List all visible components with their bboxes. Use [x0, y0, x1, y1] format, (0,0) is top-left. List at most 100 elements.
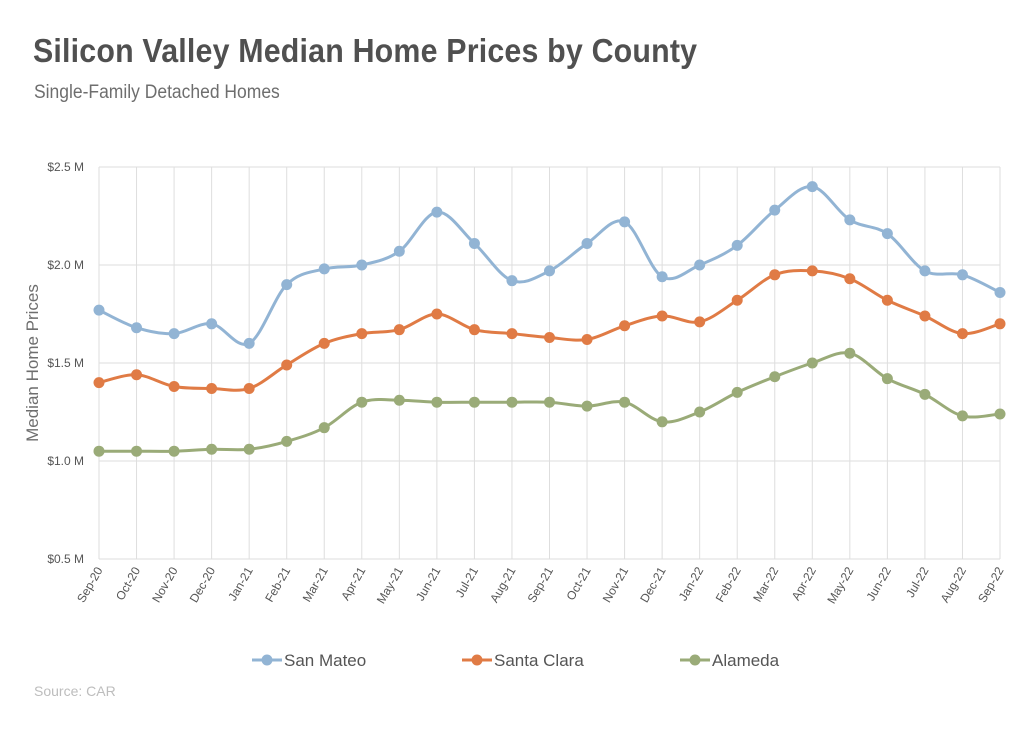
x-tick-label: Oct-20 [113, 564, 143, 602]
series-alameda [93, 347, 1006, 457]
legend-label: Alameda [712, 651, 780, 670]
data-point [206, 318, 218, 330]
data-point [281, 279, 293, 291]
x-tick-label: Jul-22 [903, 564, 932, 600]
chart-subtitle: Single-Family Detached Homes [34, 82, 280, 103]
data-point [994, 286, 1006, 298]
data-point [243, 382, 255, 394]
data-point [769, 371, 781, 383]
x-tick-label: Nov-21 [600, 564, 632, 605]
source-note: Source: CAR [34, 683, 116, 699]
legend-item: Santa Clara [462, 651, 584, 670]
data-point [281, 435, 293, 447]
y-tick-label: $1.5 M [47, 356, 84, 370]
x-tick-label: Sep-20 [74, 564, 106, 605]
x-tick-label: Dec-21 [637, 564, 669, 605]
grid [98, 166, 1001, 560]
data-point [844, 273, 856, 285]
data-point [168, 328, 180, 340]
data-point [506, 275, 518, 287]
data-point [619, 396, 631, 408]
data-point [93, 304, 105, 316]
x-tick-label: Dec-20 [187, 564, 219, 605]
data-point [93, 377, 105, 389]
data-point [881, 294, 893, 306]
data-point [656, 416, 668, 428]
data-point [731, 239, 743, 251]
data-point [806, 265, 818, 277]
data-point [769, 269, 781, 281]
y-tick-label: $2.0 M [47, 258, 84, 272]
chart-title: Silicon Valley Median Home Prices by Cou… [33, 32, 698, 69]
legend-label: San Mateo [284, 651, 366, 670]
x-tick-label: Jul-21 [453, 564, 482, 600]
data-point [356, 259, 368, 271]
data-point [919, 265, 931, 277]
x-tick-label: Apr-21 [338, 564, 368, 602]
data-point [468, 396, 480, 408]
x-tick-label: Jun-22 [863, 564, 894, 603]
data-point [393, 324, 405, 336]
data-point [431, 396, 443, 408]
data-point [431, 206, 443, 218]
data-point [131, 445, 143, 457]
data-point [581, 333, 593, 345]
data-point [393, 394, 405, 406]
data-point [919, 388, 931, 400]
data-point [956, 410, 968, 422]
x-tick-label: Sep-21 [525, 564, 557, 605]
y-tick-label: $0.5 M [47, 552, 84, 566]
legend-item: San Mateo [252, 651, 366, 670]
data-point [468, 237, 480, 249]
data-point [318, 422, 330, 434]
data-point [393, 245, 405, 257]
series-group [93, 181, 1006, 457]
data-point [844, 214, 856, 226]
x-tick-label: Jun-21 [413, 564, 444, 603]
x-tick-label: May-21 [374, 564, 406, 606]
data-point [656, 271, 668, 283]
data-point [281, 359, 293, 371]
data-point [243, 337, 255, 349]
data-point [994, 318, 1006, 330]
data-point [544, 332, 555, 344]
data-point [619, 216, 631, 228]
x-tick-label: Nov-20 [149, 564, 181, 605]
data-point [694, 259, 706, 271]
data-point [806, 181, 818, 193]
series-san-mateo [93, 181, 1006, 349]
data-point [844, 347, 856, 359]
data-point [544, 265, 555, 277]
data-point [168, 381, 180, 393]
data-point [731, 294, 743, 306]
y-tick-label: $1.0 M [47, 454, 84, 468]
x-tick-label: Aug-21 [487, 564, 519, 605]
y-axis-label: Median Home Prices [23, 284, 42, 442]
data-point [243, 443, 255, 455]
data-point [544, 396, 555, 408]
data-point [769, 204, 781, 216]
x-tick-label: Jan-21 [225, 564, 256, 603]
legend-label: Santa Clara [494, 651, 584, 670]
data-point [956, 328, 968, 340]
x-tick-label: Jan-22 [676, 564, 707, 603]
data-point [131, 322, 143, 334]
legend-marker [261, 654, 273, 666]
x-tick-label: Feb-22 [713, 564, 744, 604]
x-axis-ticks: Sep-20 Oct-20 Nov-20 Dec-20 Jan-21 Feb-21 Mar-… [74, 564, 1007, 606]
data-point [656, 310, 668, 322]
x-tick-label: May-22 [824, 564, 856, 606]
data-point [506, 396, 518, 408]
data-point [356, 328, 368, 340]
data-point [694, 406, 706, 418]
data-point [356, 396, 368, 408]
data-point [206, 382, 218, 394]
x-tick-label: Oct-21 [564, 564, 594, 602]
legend: San Mateo Santa Clara Alameda [252, 651, 780, 670]
data-point [694, 316, 706, 328]
y-axis-ticks: $0.5 M $1.0 M $1.5 M $2.0 M $2.5 M [47, 160, 84, 566]
data-point [956, 269, 968, 281]
data-point [506, 328, 518, 340]
data-point [731, 386, 743, 398]
